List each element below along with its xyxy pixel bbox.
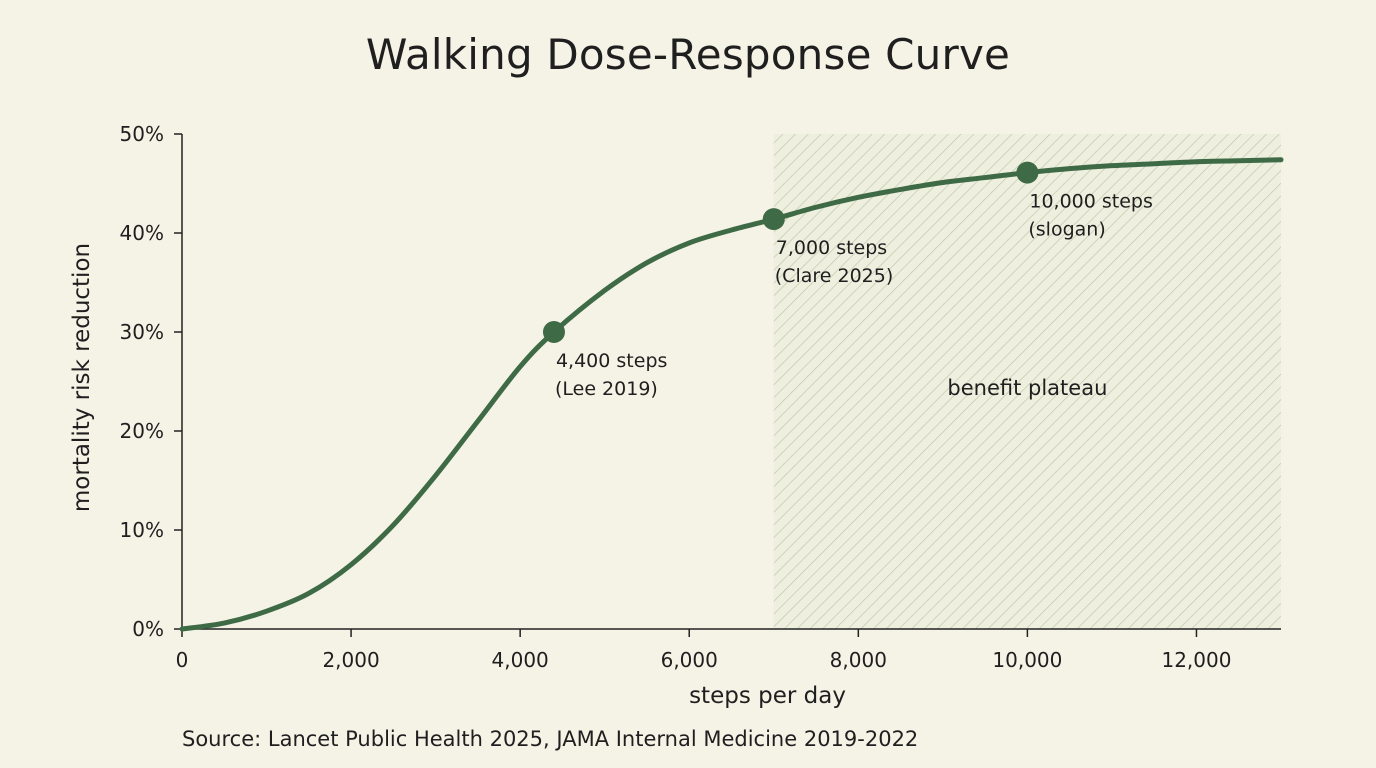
source-note: Source: Lancet Public Health 2025, JAMA …	[182, 727, 919, 751]
marker-sublabel: (Lee 2019)	[555, 378, 658, 400]
x-tick-label: 6,000	[661, 648, 718, 672]
dose-response-curve	[179, 157, 1284, 632]
marker-sublabel: (slogan)	[1028, 219, 1105, 241]
y-tick-label: 50%	[120, 122, 164, 146]
marker-label: 4,400 steps	[556, 350, 667, 372]
y-tick-label: 20%	[120, 419, 164, 443]
x-tick-label: 8,000	[830, 648, 887, 672]
data-point-marker	[1016, 161, 1039, 184]
data-point-marker	[762, 208, 785, 231]
marker-label: 10,000 steps	[1029, 191, 1153, 213]
y-axis-label: mortality risk reduction	[69, 243, 95, 512]
plateau-region-hatch	[773, 134, 1281, 629]
x-axis-label: steps per day	[689, 683, 846, 709]
data-point-marker	[542, 321, 565, 343]
marker-sublabel: (Clare 2025)	[775, 265, 894, 287]
x-tick-label: 2,000	[322, 648, 379, 672]
y-tick-label: 40%	[120, 221, 164, 245]
chart-title: Walking Dose-Response Curve	[365, 30, 1011, 79]
x-tick-label: 12,000	[1161, 648, 1231, 672]
x-tick-label: 10,000	[992, 648, 1062, 672]
y-tick-label: 30%	[120, 320, 164, 344]
marker-label: 7,000 steps	[776, 237, 887, 259]
x-tick-label: 4,000	[492, 648, 549, 672]
plateau-region-label: benefit plateau	[947, 376, 1107, 400]
y-tick-label: 0%	[132, 617, 164, 641]
x-tick-label: 0	[176, 648, 189, 672]
y-tick-label: 10%	[120, 518, 164, 542]
